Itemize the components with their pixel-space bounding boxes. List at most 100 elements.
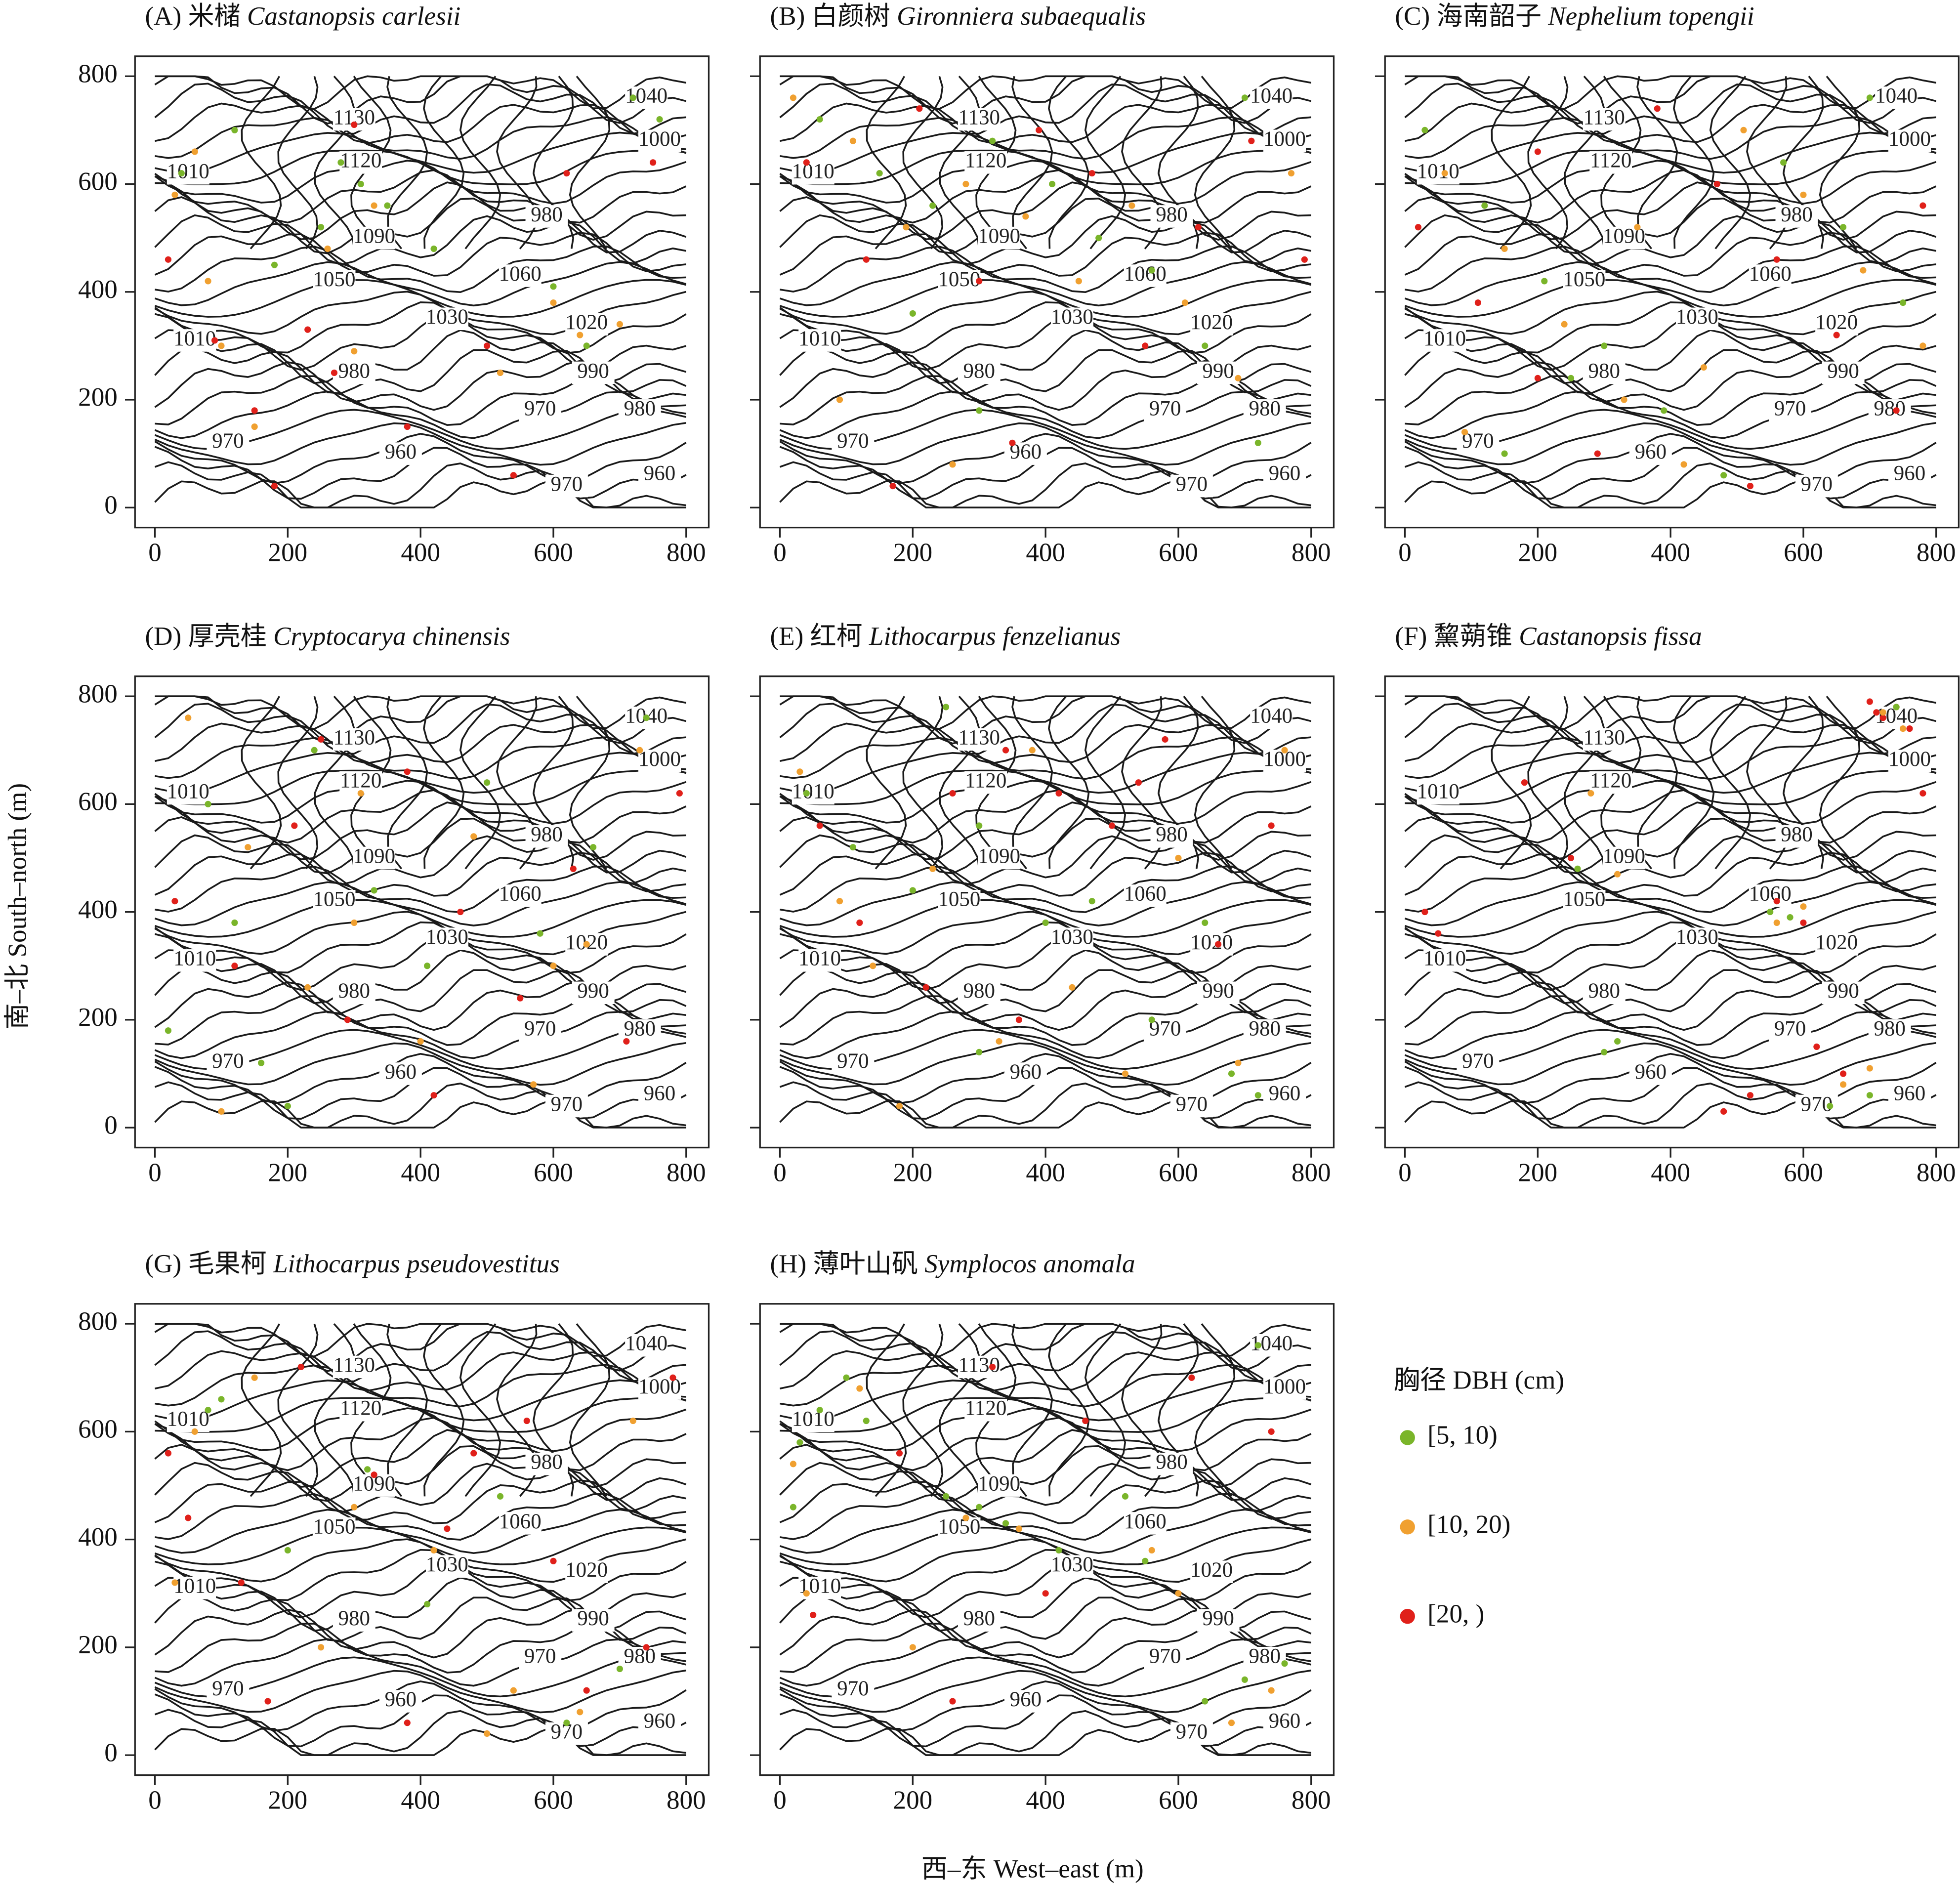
tree-point (1002, 747, 1009, 754)
tree-point (929, 202, 936, 209)
contour-label: 970 (1462, 1049, 1494, 1073)
contour-label: 960 (1894, 462, 1926, 485)
contour-label-bg (938, 270, 981, 293)
contour-label-bg (1190, 933, 1233, 956)
tree-point (1148, 1547, 1155, 1554)
contour-line (155, 695, 687, 730)
contour-line (902, 76, 944, 250)
tree-point (796, 1439, 803, 1446)
tree-point (1148, 1016, 1155, 1023)
tree-point (1800, 903, 1807, 910)
tree-point (1235, 375, 1242, 381)
tree-point (1015, 1016, 1022, 1023)
tree-point (1421, 909, 1428, 916)
contour-label-bg (1888, 129, 1931, 152)
contour-line (779, 852, 1311, 897)
tree-point (1567, 854, 1575, 862)
tree-point (1866, 1065, 1873, 1072)
contour-label: 970 (212, 429, 244, 453)
contour-label: 970 (1176, 1720, 1208, 1743)
tree-point (417, 1038, 424, 1045)
contour-label: 1010 (167, 780, 209, 803)
tree-point (889, 483, 896, 490)
contour-label-bg (1170, 1722, 1213, 1745)
tree-point (171, 1579, 178, 1586)
tree-point (1614, 871, 1621, 878)
tree-point (1521, 779, 1528, 786)
tree-point (856, 919, 863, 926)
tree-point (537, 930, 543, 937)
tree-point (337, 159, 344, 166)
tree-point (870, 963, 876, 969)
contour-label: 990 (1827, 359, 1859, 382)
contour-label: 1090 (978, 844, 1020, 868)
tree-point (1879, 714, 1886, 721)
panel-title-species: Lithocarpus fenzelianus (869, 622, 1121, 651)
contour-label-bg (1563, 890, 1606, 913)
contour-line (779, 1709, 1311, 1756)
tree-point (1787, 914, 1793, 921)
x-tick-label: 0 (148, 538, 162, 567)
tree-point (444, 1525, 451, 1532)
contour-label-bg (333, 1355, 375, 1379)
contour-label: 1020 (1815, 931, 1858, 954)
contour-line (1011, 76, 1053, 250)
tree-point (264, 1698, 271, 1705)
tree-point (1235, 1059, 1242, 1066)
contour-line (154, 695, 687, 745)
contour-label: 1010 (167, 1407, 209, 1430)
contour-label: 1090 (1603, 844, 1645, 868)
y-tick-label: 200 (78, 1631, 118, 1659)
contour-line (1048, 1323, 1090, 1497)
contour-line (1404, 852, 1936, 897)
contour-label-bg (353, 846, 396, 870)
contour-label: 970 (212, 1677, 244, 1700)
contour-label-bg (964, 151, 1007, 174)
contour-line (155, 1429, 686, 1489)
contour-label: 960 (1269, 1710, 1301, 1733)
contour-line (779, 1444, 1312, 1502)
contour-label-bg (333, 361, 375, 384)
contour-label: 990 (577, 1607, 609, 1630)
contour-line (154, 214, 687, 266)
contour-line (154, 1709, 686, 1756)
panel: (H) 薄叶山矾 Symplocos anomala10401000113011… (750, 1250, 1335, 1814)
contour-line (779, 899, 1312, 938)
contour-label: 1020 (565, 311, 608, 334)
tree-point (1088, 170, 1095, 177)
tree-point (1268, 822, 1275, 829)
tree-point (616, 1665, 623, 1673)
contour-line (779, 780, 1312, 825)
contour-label-bg (638, 464, 681, 487)
contour-label-bg (1004, 442, 1047, 465)
tree-point (251, 423, 258, 430)
tree-point (1228, 1070, 1235, 1077)
contour-line (1404, 83, 1936, 135)
contour-line (154, 1081, 686, 1129)
tree-point (836, 396, 843, 403)
contour-label: 980 (1156, 1451, 1188, 1474)
contour-line (1564, 696, 1605, 869)
tree-point (916, 105, 923, 112)
contour-label: 980 (531, 1451, 563, 1474)
tree-point (1893, 407, 1900, 414)
contour-label-bg (638, 129, 681, 152)
contour-label-bg (339, 1398, 382, 1422)
tree-point (1574, 865, 1581, 872)
panel-title-cn: (G) 毛果柯 (145, 1250, 266, 1278)
tree-point (1088, 898, 1095, 905)
contour-label-bg (1795, 474, 1838, 498)
contour-label: 970 (551, 1092, 583, 1116)
contour-line (779, 834, 1312, 886)
contour-line (1404, 422, 1936, 466)
contour-label: 970 (551, 472, 583, 496)
panel-title-cn: (F) 黧蒴锥 (1395, 622, 1512, 651)
contour-line (154, 881, 687, 926)
contour-label: 1030 (426, 1553, 468, 1576)
contour-label: 1130 (334, 726, 375, 749)
contour-label: 1010 (1417, 780, 1460, 803)
panel-title: (C) 海南韶子 Nephelium topengii (1395, 2, 1754, 31)
contour-label: 980 (963, 359, 995, 382)
contour-label-bg (1124, 1512, 1167, 1535)
contour-label-bg (1769, 1019, 1812, 1042)
